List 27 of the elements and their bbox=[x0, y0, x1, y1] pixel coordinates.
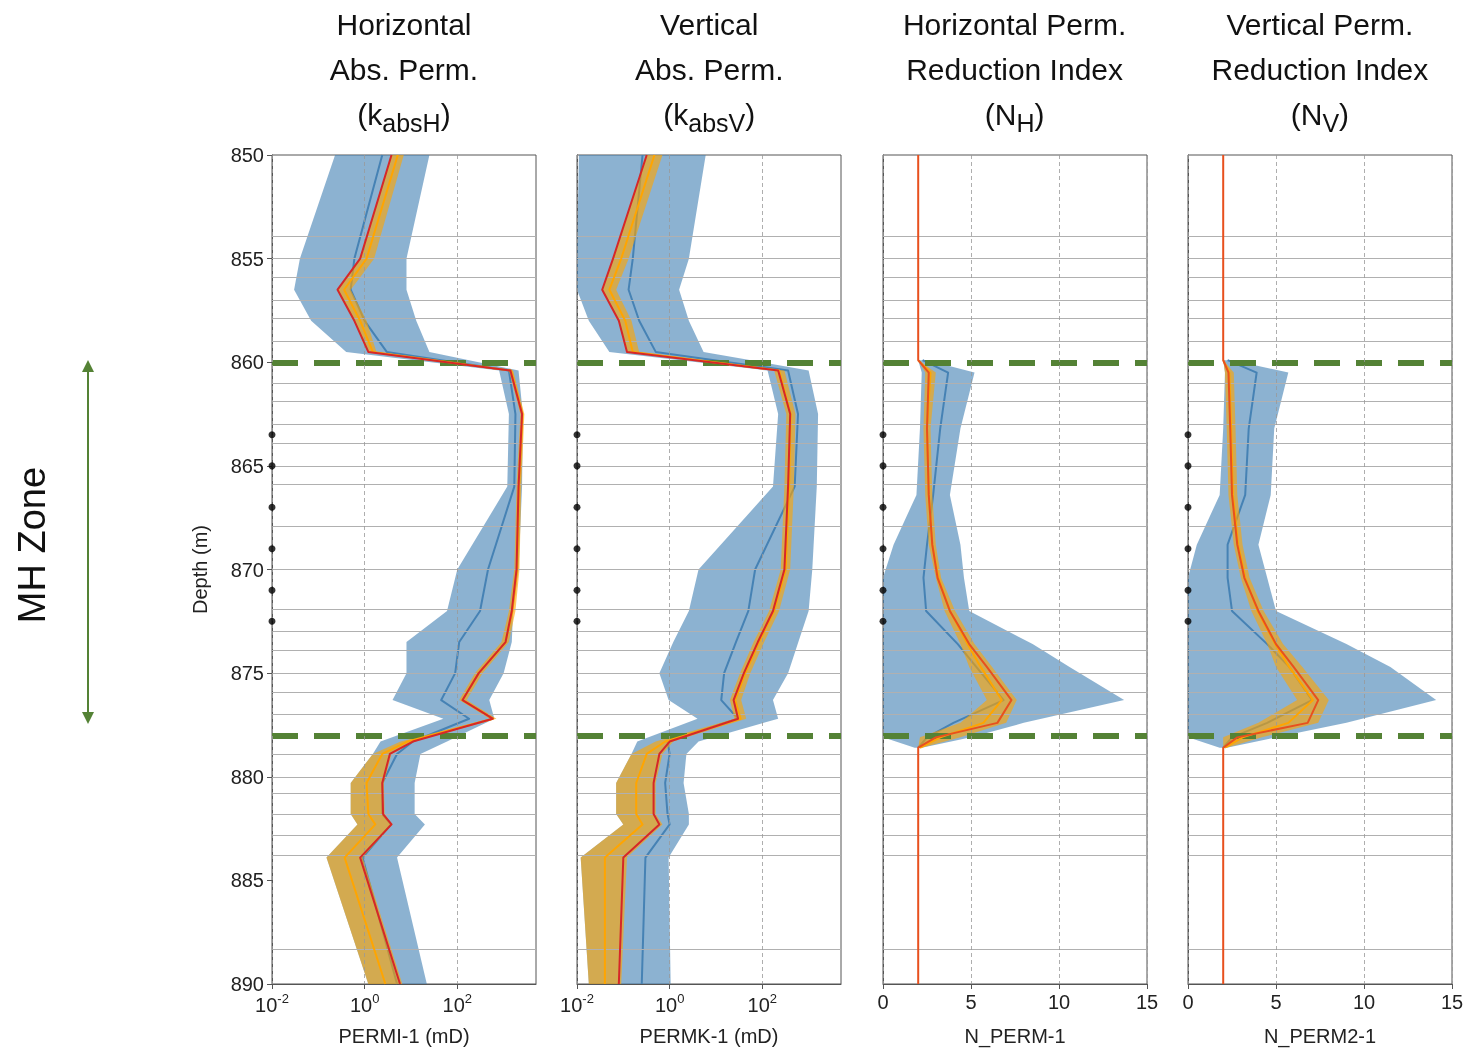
x-tick-label: 15 bbox=[1440, 991, 1464, 1013]
y-tick-label: 875 bbox=[230, 662, 264, 685]
y-tick-label: 865 bbox=[230, 454, 264, 477]
x-axis-title: PERMK-1 (mD) bbox=[639, 1025, 779, 1047]
chart-title: Vertical Abs. Perm. (k$_{absV}$) bbox=[634, 7, 785, 139]
y-axis-title: Depth (m) bbox=[189, 525, 211, 614]
y-tick-label: 885 bbox=[230, 869, 264, 892]
y-tick-label: 850 bbox=[230, 144, 264, 166]
x-axis-title: N_PERM2-1 bbox=[1263, 1025, 1377, 1048]
y-tick-label: 880 bbox=[230, 765, 264, 788]
chart-title: Horizontal Perm. Reduction Index (N$_{H}$) bbox=[901, 7, 1128, 139]
x-tick-label: 0 bbox=[1182, 991, 1194, 1013]
y-tick-label: 870 bbox=[230, 558, 264, 581]
chart-title: Horizontal Abs. Perm. (k$_{absH}$) bbox=[329, 8, 479, 137]
x-tick-label: 0 bbox=[877, 991, 889, 1013]
x-axis-title: N_PERM-1 bbox=[964, 1025, 1066, 1048]
y-tick-label: 890 bbox=[230, 973, 264, 995]
chart-title: Vertical Perm. Reduction Index (N$_{V}$) bbox=[1210, 7, 1430, 139]
text: MH Zone bbox=[10, 466, 54, 624]
y-tick-label: 860 bbox=[230, 351, 264, 374]
x-tick-label: 15 bbox=[1135, 991, 1158, 1013]
x-tick-label: 5 bbox=[1270, 991, 1282, 1013]
x-tick-label: 10 bbox=[1047, 991, 1070, 1013]
x-axis-title: PERMI-1 (mD) bbox=[338, 1025, 470, 1047]
x-tick-label: 10 bbox=[1352, 991, 1376, 1013]
y-tick-label: 855 bbox=[230, 247, 264, 270]
x-tick-label: 5 bbox=[965, 991, 977, 1013]
